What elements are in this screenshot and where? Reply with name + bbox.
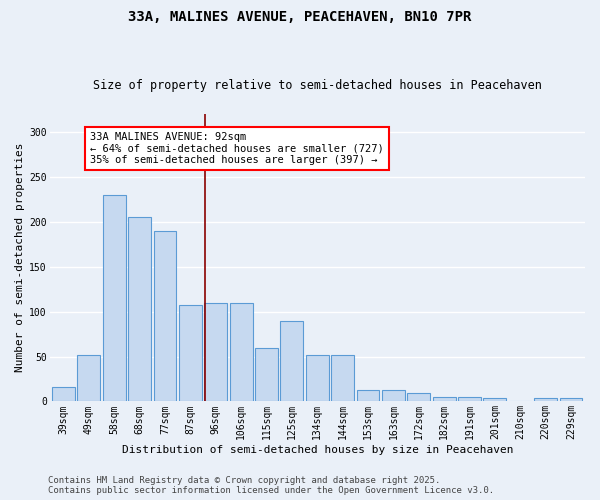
Bar: [255, 348, 278, 402]
Bar: [205, 302, 227, 402]
Bar: [280, 320, 304, 402]
Bar: [103, 195, 125, 402]
Bar: [306, 354, 329, 402]
Bar: [179, 306, 202, 402]
Bar: [382, 390, 405, 402]
Title: Size of property relative to semi-detached houses in Peacehaven: Size of property relative to semi-detach…: [93, 79, 542, 92]
Bar: [433, 397, 455, 402]
Bar: [356, 390, 379, 402]
Bar: [534, 398, 557, 402]
Bar: [458, 397, 481, 402]
Bar: [128, 218, 151, 402]
Bar: [154, 231, 176, 402]
Bar: [560, 398, 583, 402]
Text: 33A, MALINES AVENUE, PEACEHAVEN, BN10 7PR: 33A, MALINES AVENUE, PEACEHAVEN, BN10 7P…: [128, 10, 472, 24]
Text: Contains HM Land Registry data © Crown copyright and database right 2025.
Contai: Contains HM Land Registry data © Crown c…: [48, 476, 494, 495]
Bar: [331, 354, 354, 402]
Bar: [484, 398, 506, 402]
Y-axis label: Number of semi-detached properties: Number of semi-detached properties: [15, 143, 25, 372]
Bar: [407, 394, 430, 402]
Bar: [77, 354, 100, 402]
Bar: [52, 387, 75, 402]
Bar: [230, 302, 253, 402]
Text: 33A MALINES AVENUE: 92sqm
← 64% of semi-detached houses are smaller (727)
35% of: 33A MALINES AVENUE: 92sqm ← 64% of semi-…: [90, 132, 384, 165]
X-axis label: Distribution of semi-detached houses by size in Peacehaven: Distribution of semi-detached houses by …: [122, 445, 513, 455]
